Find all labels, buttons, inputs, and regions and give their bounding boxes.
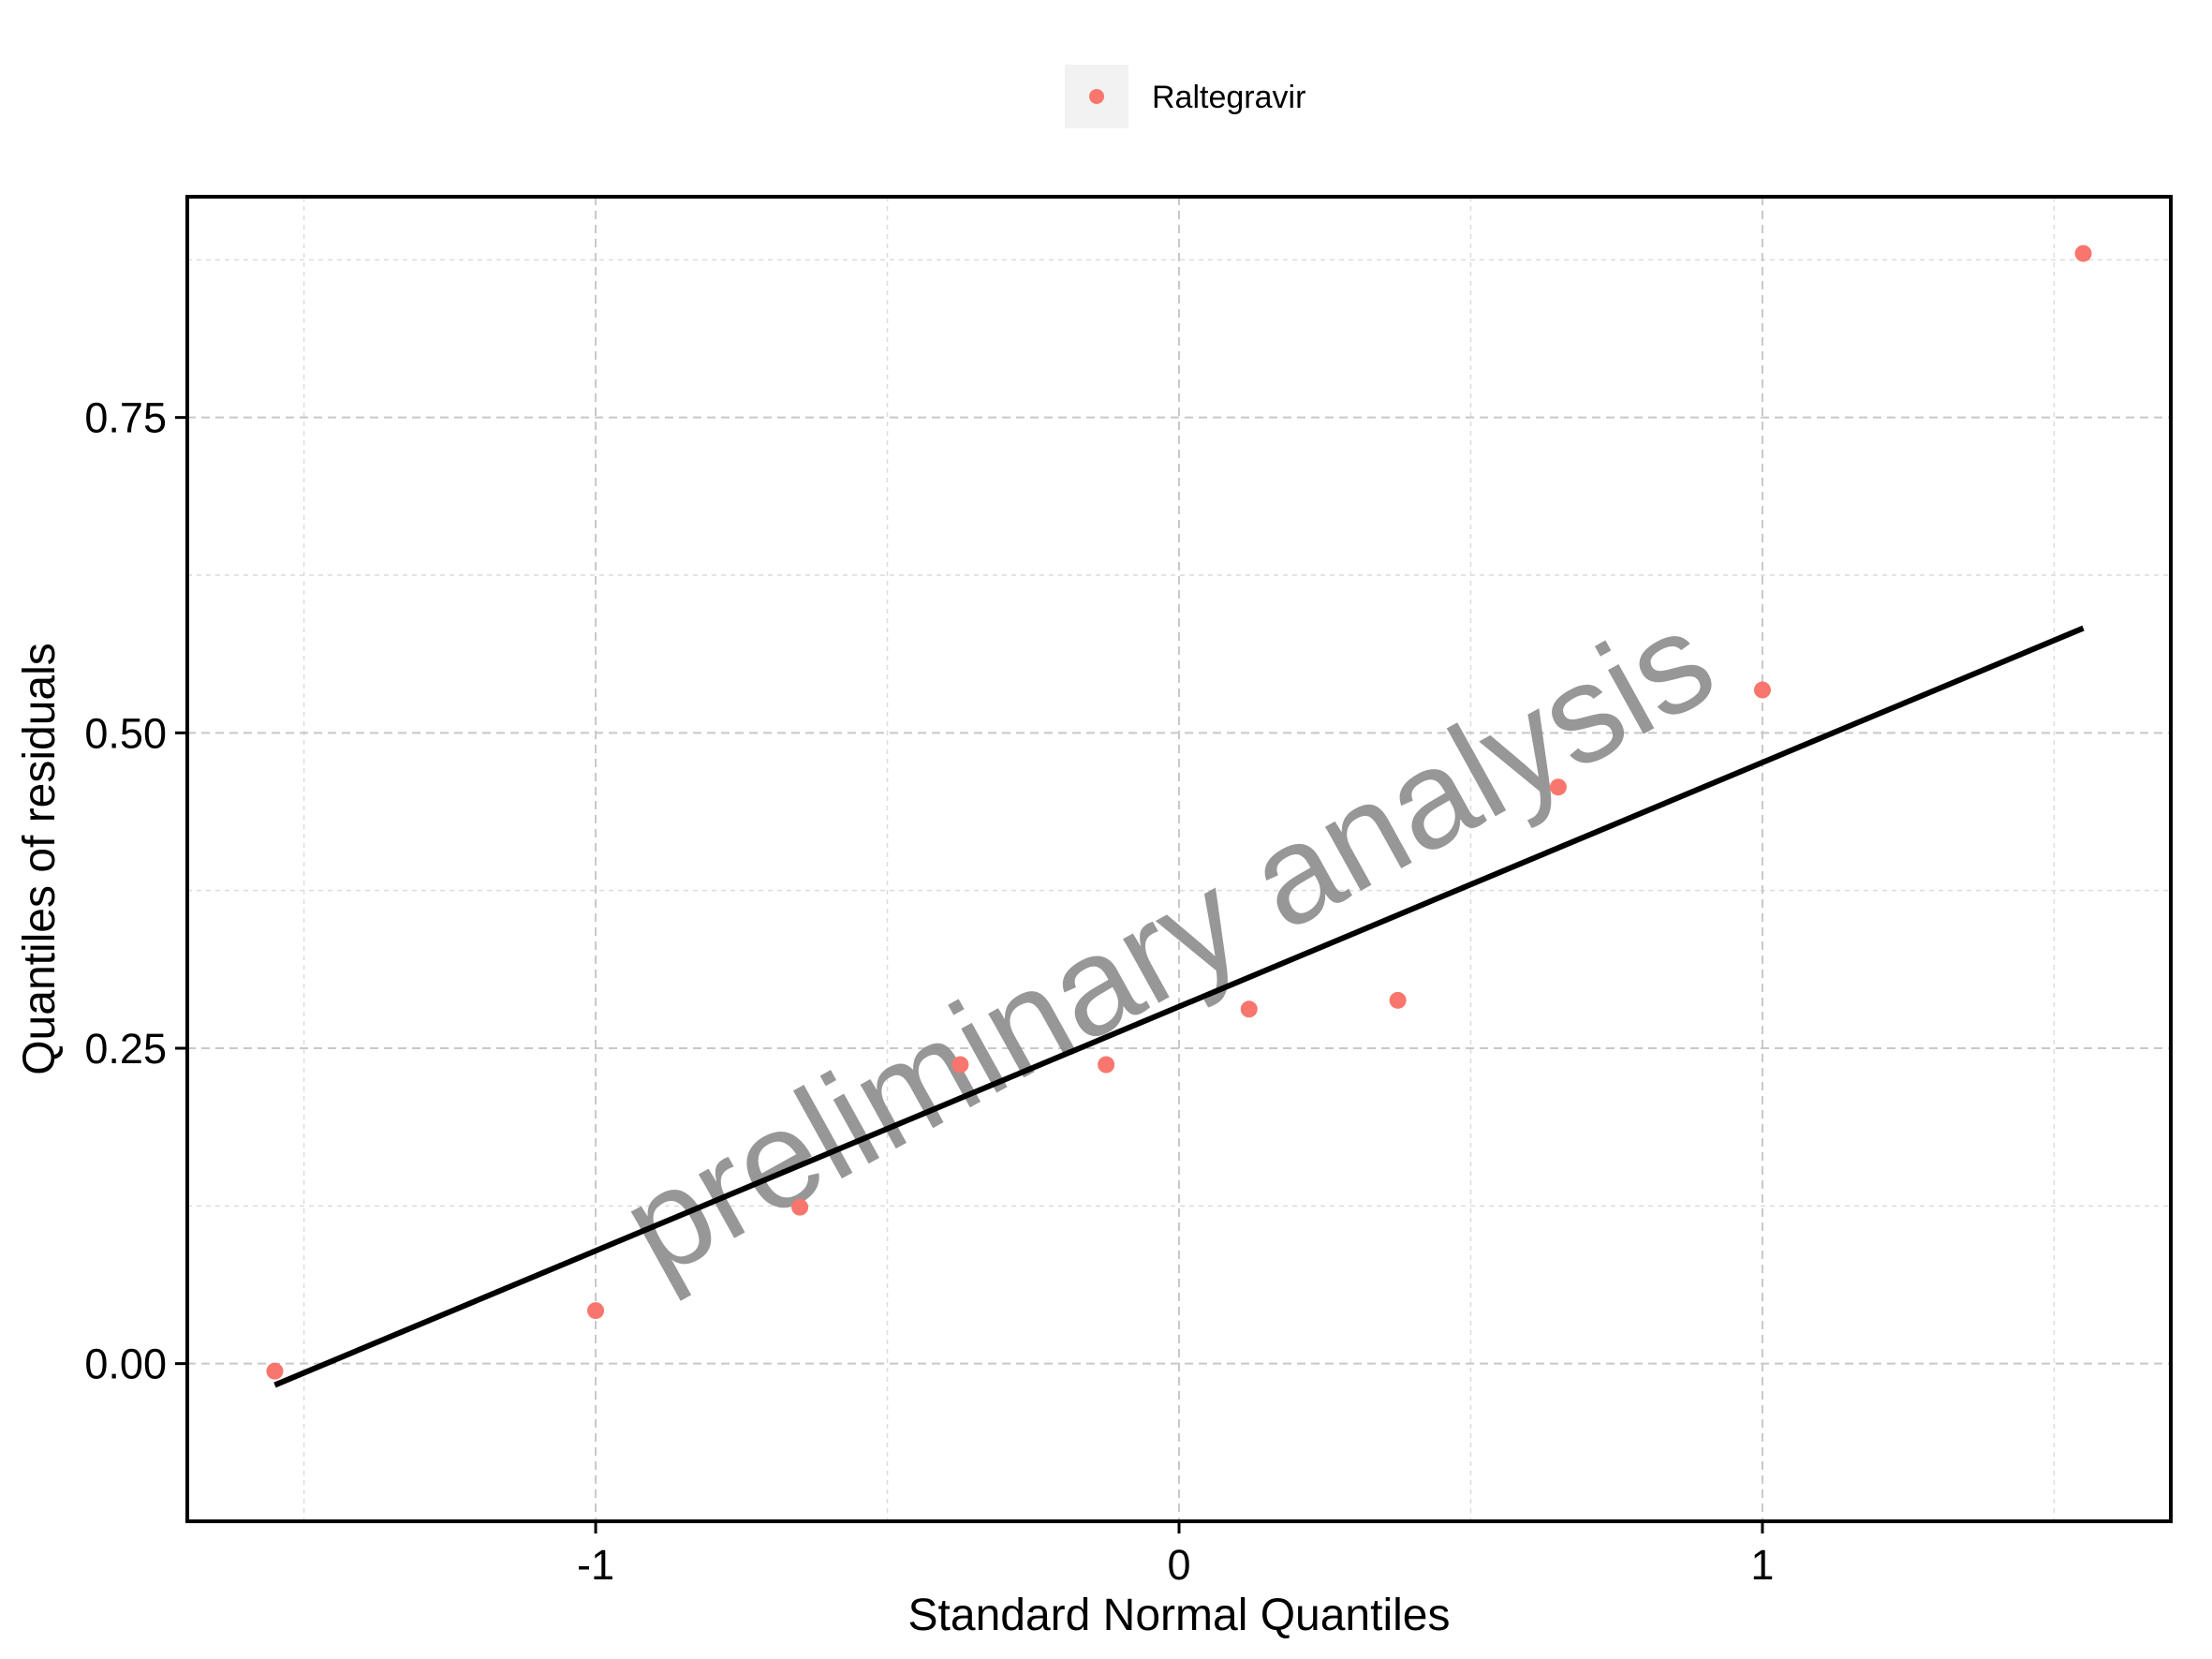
data-point — [1389, 991, 1407, 1009]
data-point — [1098, 1056, 1115, 1074]
data-point — [1753, 681, 1771, 699]
reference-line — [273, 625, 2085, 1388]
x-tick-label: 0 — [1167, 1541, 1190, 1589]
x-tick-label: 1 — [1750, 1541, 1774, 1589]
data-point — [1240, 1000, 1258, 1018]
y-axis: 0.00 0.25 0.50 0.75 — [84, 394, 187, 1388]
x-axis: -1 0 1 — [577, 1521, 1774, 1589]
x-tick-label: -1 — [577, 1541, 614, 1589]
y-tick-label: 0.00 — [84, 1341, 167, 1388]
data-point — [951, 1056, 969, 1074]
legend-key-marker — [1089, 89, 1104, 104]
plot-area: preliminary analysis — [185, 195, 2173, 1523]
major-gridlines — [187, 197, 2171, 1521]
watermark-text: preliminary analysis — [598, 581, 1738, 1306]
y-tick-label: 0.25 — [84, 1025, 167, 1073]
y-tick-label: 0.75 — [84, 394, 167, 442]
y-tick-label: 0.50 — [84, 709, 167, 757]
y-axis-title: Quantiles of residuals — [15, 643, 65, 1075]
minor-gridlines — [187, 197, 2171, 1521]
data-points — [266, 244, 2092, 1380]
data-point — [1549, 778, 1567, 796]
data-point — [2074, 244, 2092, 262]
legend: Raltegravir — [1065, 65, 1305, 128]
legend-label-raltegravir: Raltegravir — [1152, 80, 1305, 115]
data-point — [587, 1302, 605, 1320]
x-axis-title: Standard Normal Quantiles — [908, 1591, 1451, 1640]
data-point — [791, 1198, 809, 1216]
data-point — [266, 1362, 284, 1380]
